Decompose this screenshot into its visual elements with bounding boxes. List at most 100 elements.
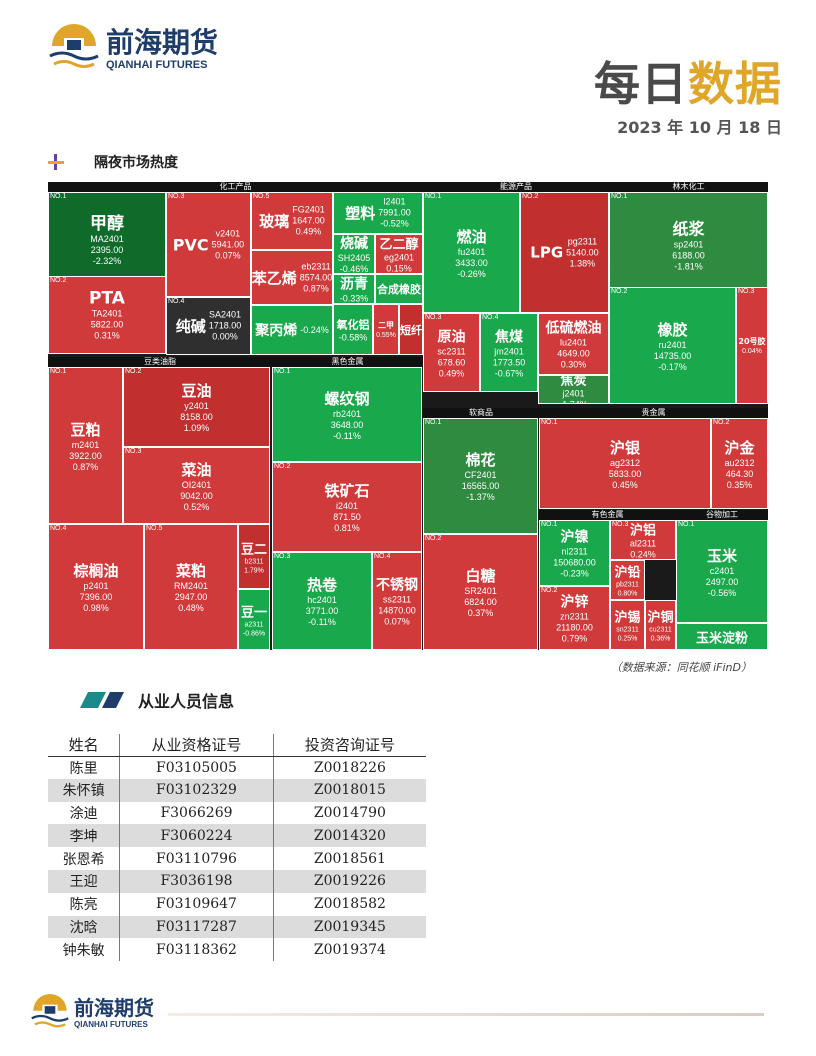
- tile-values: cu2311 0.36%: [649, 626, 672, 643]
- heatmap-tile: NO.4 焦煤 jm2401 1773.50 -0.67%: [480, 313, 538, 392]
- tile-values: m2401 3922.00 0.87%: [69, 439, 102, 472]
- heatmap-tile: 二甲 0.55%: [373, 304, 399, 355]
- tile-name: PTA: [89, 288, 125, 309]
- heatmap-tile: NO.1 纸浆 sp2401 6188.00 -1.81%: [609, 192, 768, 296]
- tile-values: au2312 464.30 0.35%: [724, 457, 755, 490]
- tile-name: 棉花: [465, 451, 496, 469]
- tile-name: 不锈钢: [376, 577, 418, 594]
- tile-values: sc2311 678.60 0.49%: [437, 346, 466, 378]
- page-title: 每日数据: [594, 48, 782, 114]
- heatmap-tile: 豆二 b2311 1.79%: [238, 524, 270, 589]
- heatmap-tile: 苯乙烯 eb2311 8574.00 0.87%: [251, 250, 333, 305]
- tile-values: lu2401 4649.00 0.30%: [557, 337, 590, 370]
- rank-label: NO.2: [125, 368, 142, 375]
- tile-name: 短纤: [400, 323, 422, 337]
- rank-label: NO.1: [274, 368, 291, 375]
- tile-name: 聚丙烯: [255, 323, 298, 339]
- rank-label: NO.1: [678, 521, 695, 528]
- table-cell: 王迎: [48, 869, 120, 893]
- staff-header-row: 姓名 从业资格证号 投资咨询证号: [48, 734, 426, 757]
- tile-name: 二甲: [378, 320, 394, 330]
- heatmap-tile: 豆一 a2311 -0.86%: [238, 589, 270, 650]
- rank-label: NO.2: [611, 288, 628, 295]
- tile-values: ss2311 14870.00 0.07%: [378, 594, 416, 627]
- rank-label: NO.5: [253, 193, 270, 200]
- tile-name: 铁矿石: [324, 482, 370, 500]
- table-row: 王迎 F3036198 Z0019226: [48, 869, 426, 893]
- tile-values: -0.24%: [300, 324, 329, 335]
- table-cell: 钟朱敏: [62, 942, 105, 959]
- heatmap-tile: 低硫燃油 lu2401 4649.00 0.30%: [538, 313, 609, 375]
- table-row: 李坤 F3060224 Z0014320: [48, 824, 426, 848]
- rank-label: NO.3: [612, 521, 629, 528]
- tile-name: 纸浆: [672, 219, 705, 239]
- tile-name: 沪镍: [560, 529, 589, 546]
- rank-label: NO.3: [425, 314, 442, 321]
- table-cell: 张恩希: [62, 851, 105, 868]
- table-cell: Z0014320: [272, 824, 426, 848]
- tile-values: b2311 1.79%: [244, 558, 264, 574]
- tile-name: 合成橡胶: [377, 283, 421, 296]
- rank-label: NO.3: [274, 553, 291, 560]
- tile-values: j2401 -1.74%: [559, 388, 588, 404]
- tile-name: 乙二醇: [379, 237, 419, 253]
- tile-values: CF2401 16565.00 -1.37%: [461, 470, 500, 502]
- rank-label: NO.4: [168, 298, 185, 305]
- heatmap-tile: 烧碱 SH2405 -0.46%: [333, 234, 375, 274]
- tile-values: y2401 8158.00 1.09%: [180, 401, 213, 433]
- table-cell: Z0018561: [272, 847, 426, 870]
- heatmap-tile: NO.3 热卷 hc2401 3771.00 -0.11%: [272, 552, 372, 650]
- table-cell: Z0014790: [272, 801, 426, 825]
- rank-label: NO.5: [146, 525, 163, 532]
- tile-name: 氧化铝: [336, 318, 370, 331]
- heatmap-tile: NO.1 玉米 c2401 2497.00 -0.56%: [676, 520, 768, 623]
- heatmap-tile: NO.2 白糖 SR2401 6824.00 0.37%: [423, 534, 538, 650]
- logo-en: QIANHAI FUTURES: [106, 59, 208, 71]
- group-label: 软商品: [423, 408, 539, 418]
- parallelogram-icon: [80, 692, 124, 708]
- heatmap-tile: 沪锡 sn2311 0.25%: [610, 600, 645, 650]
- group-label: 能源产品: [423, 182, 609, 192]
- logo-icon: [49, 24, 99, 68]
- section-staff-header: 从业人员信息: [80, 688, 234, 712]
- heatmap-tile: NO.1 豆粕 m2401 3922.00 0.87%: [48, 367, 123, 524]
- section-staff-title: 从业人员信息: [138, 692, 235, 711]
- table-cell: F3066269: [119, 801, 274, 825]
- rank-label: NO.4: [374, 553, 391, 560]
- section-heatmap-title: 隔夜市场热度: [94, 155, 178, 171]
- tile-values: pb2311 0.80%: [616, 581, 639, 598]
- rank-label: NO.1: [425, 193, 442, 200]
- bullet-icon: [48, 154, 64, 170]
- tile-values: OI2401 9042.00 0.52%: [180, 479, 213, 512]
- tile-values: MA2401 2395.00 -2.32%: [90, 234, 124, 266]
- tile-name: 菜粕: [175, 562, 206, 580]
- section-heatmap-header: 隔夜市场热度: [48, 152, 178, 172]
- table-cell: Z0018226: [272, 756, 426, 779]
- tile-name: 低硫燃油: [545, 320, 602, 337]
- rank-label: NO.2: [425, 535, 442, 542]
- heatmap-tile: 沪铅 pb2311 0.80%: [610, 560, 645, 600]
- table-cell: F03118362: [119, 938, 274, 962]
- rank-label: NO.2: [522, 193, 539, 200]
- tile-values: ni2311 150680.00 -0.23%: [553, 546, 596, 579]
- heatmap-tile: 沪铜 cu2311 0.36%: [645, 600, 676, 650]
- rank-label: NO.4: [50, 525, 67, 532]
- table-row: 陈里 F03105005 Z0018226: [48, 756, 426, 779]
- rank-label: NO.3: [125, 448, 142, 455]
- table-cell: F03110796: [119, 847, 274, 870]
- heatmap-tile: NO.3 菜油 OI2401 9042.00 0.52%: [123, 447, 270, 524]
- staff-table: 姓名 从业资格证号 投资咨询证号 陈里 F03105005 Z0018226 朱怀镇 F…: [48, 734, 426, 962]
- table-cell: F03105005: [119, 756, 274, 779]
- tile-name: 豆二: [240, 542, 267, 557]
- table-cell: Z0019226: [272, 869, 426, 893]
- tile-values: p2401 7396.00 0.98%: [79, 581, 113, 613]
- heatmap-tile: NO.1 沪银 ag2312 5833.00 0.45%: [539, 418, 711, 509]
- heatmap-tile: NO.3 原油 sc2311 678.60 0.49%: [423, 313, 480, 392]
- tile-name: 螺纹钢: [324, 389, 370, 408]
- tile-name: 焦炭: [560, 375, 587, 388]
- tile-name: 纯碱: [175, 317, 206, 336]
- logo-cn: 前海期货: [106, 26, 219, 59]
- tile-name: 菜油: [181, 460, 212, 479]
- col-advisory: 投资咨询证号: [272, 734, 426, 757]
- rank-label: NO.1: [541, 419, 558, 426]
